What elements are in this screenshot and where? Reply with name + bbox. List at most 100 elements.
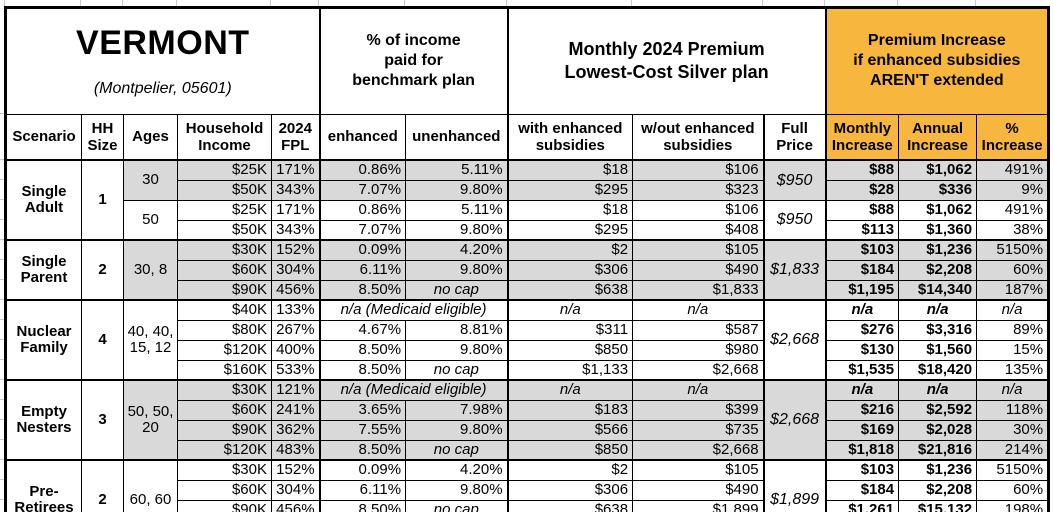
cell-household-income[interactable]: $25K bbox=[177, 159, 272, 181]
cell-unenhanced-pct[interactable]: 9.80% bbox=[405, 339, 509, 361]
cell-without-subsidies[interactable]: n/a bbox=[632, 379, 765, 401]
cell-full-price[interactable]: $950 bbox=[762, 159, 827, 201]
cell-annual-increase[interactable]: $18,420 bbox=[898, 359, 978, 381]
cell-annual-increase[interactable]: $3,316 bbox=[898, 319, 978, 341]
col-header-scenario[interactable]: Scenario bbox=[5, 113, 82, 161]
cell-fpl[interactable]: 133% bbox=[270, 299, 321, 321]
cell-without-subsidies[interactable]: $105 bbox=[632, 459, 765, 481]
cell-annual-increase[interactable]: n/a bbox=[898, 299, 978, 321]
cell-with-subsidies[interactable]: $850 bbox=[506, 439, 634, 461]
cell-fpl[interactable]: 343% bbox=[270, 219, 321, 241]
cell-fpl[interactable]: 304% bbox=[270, 479, 321, 501]
cell-household-income[interactable]: $30K bbox=[177, 239, 272, 261]
cell-household-income[interactable]: $80K bbox=[177, 319, 272, 341]
cell-fpl[interactable]: 533% bbox=[270, 359, 321, 381]
cell-pct-increase[interactable]: n/a bbox=[976, 299, 1050, 321]
group-header-income-pct[interactable]: % of income paid for benchmark plan bbox=[318, 7, 509, 115]
cell-without-subsidies[interactable]: n/a bbox=[632, 299, 765, 321]
cell-fpl[interactable]: 152% bbox=[270, 239, 321, 261]
cell-enhanced-pct[interactable]: 8.50% bbox=[318, 499, 407, 512]
cell-without-subsidies[interactable]: $2,668 bbox=[632, 359, 765, 381]
col-header-ages[interactable]: Ages bbox=[123, 113, 178, 161]
cell-household-income[interactable]: $50K bbox=[177, 179, 272, 201]
cell-monthly-increase[interactable]: n/a bbox=[824, 379, 900, 401]
cell-without-subsidies[interactable]: $735 bbox=[632, 419, 765, 441]
cell-fpl[interactable]: 121% bbox=[270, 379, 321, 401]
cell-fpl[interactable]: 171% bbox=[270, 159, 321, 181]
cell-monthly-increase[interactable]: $113 bbox=[824, 219, 900, 241]
cell-unenhanced-pct[interactable]: 9.80% bbox=[405, 479, 509, 501]
cell-household-income[interactable]: $30K bbox=[177, 459, 272, 481]
cell-fpl[interactable]: 343% bbox=[270, 179, 321, 201]
state-title-cell[interactable]: VERMONT (Montpelier, 05601) bbox=[4, 7, 321, 115]
cell-hh-size[interactable]: 1 bbox=[81, 159, 124, 241]
col-header-unenhanced[interactable]: unenhanced bbox=[405, 113, 509, 161]
cell-with-subsidies[interactable]: $850 bbox=[506, 339, 634, 361]
cell-without-subsidies[interactable]: $2,668 bbox=[632, 439, 765, 461]
cell-monthly-increase[interactable]: $184 bbox=[824, 479, 900, 501]
cell-enhanced-pct[interactable]: 0.09% bbox=[318, 459, 407, 481]
cell-full-price[interactable]: $1,833 bbox=[762, 239, 827, 301]
cell-household-income[interactable]: $25K bbox=[177, 199, 272, 221]
cell-monthly-increase[interactable]: $276 bbox=[824, 319, 900, 341]
cell-enhanced-pct[interactable]: 3.65% bbox=[318, 399, 407, 421]
cell-household-income[interactable]: $90K bbox=[177, 499, 272, 512]
cell-enhanced-pct[interactable]: 7.55% bbox=[318, 419, 407, 441]
cell-household-income[interactable]: $120K bbox=[177, 339, 272, 361]
cell-enhanced-pct[interactable]: 8.50% bbox=[318, 439, 407, 461]
cell-household-income[interactable]: $90K bbox=[177, 279, 272, 301]
cell-with-subsidies[interactable]: $295 bbox=[506, 179, 634, 201]
cell-unenhanced-pct[interactable]: 9.80% bbox=[405, 179, 509, 201]
col-header-without-subsidies[interactable]: w/out enhanced subsidies bbox=[632, 113, 765, 161]
cell-fpl[interactable]: 456% bbox=[270, 279, 321, 301]
cell-hh-size[interactable]: 2 bbox=[81, 459, 124, 512]
col-header-household-income[interactable]: Household Income bbox=[177, 113, 272, 161]
col-header-pct-increase[interactable]: % Increase bbox=[976, 113, 1050, 161]
cell-monthly-increase[interactable]: $103 bbox=[824, 459, 900, 481]
cell-with-subsidies[interactable]: $2 bbox=[506, 239, 634, 261]
cell-pct-increase[interactable]: 5150% bbox=[976, 239, 1050, 261]
cell-without-subsidies[interactable]: $587 bbox=[632, 319, 765, 341]
cell-ages[interactable]: 50 bbox=[123, 199, 178, 241]
cell-with-subsidies[interactable]: $311 bbox=[506, 319, 634, 341]
cell-enhanced-pct[interactable]: 7.07% bbox=[318, 219, 407, 241]
cell-without-subsidies[interactable]: $106 bbox=[632, 199, 765, 221]
cell-fpl[interactable]: 400% bbox=[270, 339, 321, 361]
cell-with-subsidies[interactable]: n/a bbox=[506, 299, 634, 321]
cell-annual-increase[interactable]: $14,340 bbox=[898, 279, 978, 301]
cell-unenhanced-pct[interactable]: 9.80% bbox=[405, 419, 509, 441]
cell-pct-increase[interactable]: 9% bbox=[976, 179, 1050, 201]
cell-with-subsidies[interactable]: $1,133 bbox=[506, 359, 634, 381]
cell-medicaid-note[interactable]: n/a (Medicaid eligible) bbox=[318, 379, 509, 401]
cell-household-income[interactable]: $90K bbox=[177, 419, 272, 441]
cell-scenario[interactable]: Nuclear Family bbox=[5, 299, 82, 381]
cell-hh-size[interactable]: 4 bbox=[81, 299, 124, 381]
cell-annual-increase[interactable]: $2,208 bbox=[898, 259, 978, 281]
col-header-with-subsidies[interactable]: with enhanced subsidies bbox=[506, 113, 634, 161]
cell-monthly-increase[interactable]: $1,261 bbox=[824, 499, 900, 512]
cell-monthly-increase[interactable]: $88 bbox=[824, 199, 900, 221]
cell-with-subsidies[interactable]: $638 bbox=[506, 279, 634, 301]
cell-without-subsidies[interactable]: $323 bbox=[632, 179, 765, 201]
cell-scenario[interactable]: Single Adult bbox=[5, 159, 82, 241]
cell-unenhanced-pct[interactable]: no cap bbox=[405, 499, 509, 512]
cell-with-subsidies[interactable]: $183 bbox=[506, 399, 634, 421]
cell-with-subsidies[interactable]: $566 bbox=[506, 419, 634, 441]
cell-without-subsidies[interactable]: $490 bbox=[632, 259, 765, 281]
cell-without-subsidies[interactable]: $106 bbox=[632, 159, 765, 181]
cell-monthly-increase[interactable]: $1,535 bbox=[824, 359, 900, 381]
cell-unenhanced-pct[interactable]: no cap bbox=[405, 359, 509, 381]
col-header-hh-size[interactable]: HH Size bbox=[81, 113, 124, 161]
cell-monthly-increase[interactable]: $169 bbox=[824, 419, 900, 441]
cell-monthly-increase[interactable]: $1,818 bbox=[824, 439, 900, 461]
cell-annual-increase[interactable]: $15,132 bbox=[898, 499, 978, 512]
cell-fpl[interactable]: 304% bbox=[270, 259, 321, 281]
cell-unenhanced-pct[interactable]: 4.20% bbox=[405, 459, 509, 481]
cell-monthly-increase[interactable]: $28 bbox=[824, 179, 900, 201]
cell-medicaid-note[interactable]: n/a (Medicaid eligible) bbox=[318, 299, 509, 321]
cell-monthly-increase[interactable]: $1,195 bbox=[824, 279, 900, 301]
cell-without-subsidies[interactable]: $980 bbox=[632, 339, 765, 361]
cell-enhanced-pct[interactable]: 6.11% bbox=[318, 479, 407, 501]
cell-with-subsidies[interactable]: $306 bbox=[506, 259, 634, 281]
cell-unenhanced-pct[interactable]: 9.80% bbox=[405, 259, 509, 281]
